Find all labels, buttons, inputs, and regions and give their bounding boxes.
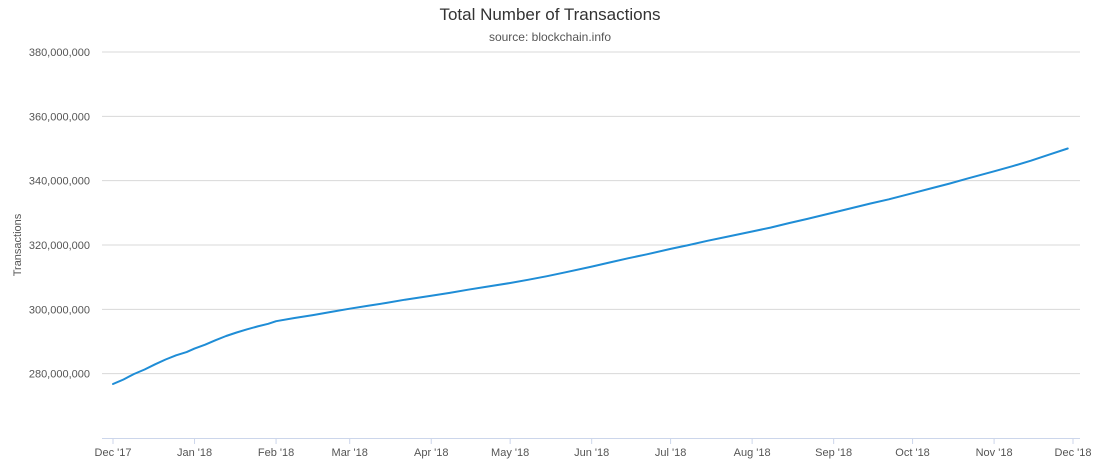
x-axis: Dec '17 Jan '18 Feb '18 Mar '18 Apr '18 May '… bbox=[95, 438, 1092, 459]
x-tick-label: Jun '18 bbox=[574, 447, 609, 459]
y-tick-label: 340,000,000 bbox=[29, 176, 90, 188]
y-tick-label: 380,000,000 bbox=[29, 47, 90, 59]
x-tick-label: Apr '18 bbox=[414, 447, 449, 459]
x-tick-label: Mar '18 bbox=[332, 447, 368, 459]
chart-title: Total Number of Transactions bbox=[439, 5, 661, 24]
x-tick-label: Dec '17 bbox=[95, 447, 132, 459]
y-axis-title: Transactions bbox=[12, 213, 24, 276]
series-layer bbox=[112, 147, 1069, 385]
y-tick-label: 280,000,000 bbox=[29, 369, 90, 381]
x-tick-label: Nov '18 bbox=[976, 447, 1013, 459]
y-axis-tick-labels: 280,000,000 300,000,000 320,000,000 340,000… bbox=[29, 47, 90, 381]
x-tick-label: Aug '18 bbox=[734, 447, 771, 459]
x-tick-label: May '18 bbox=[491, 447, 529, 459]
x-tick-label: Jan '18 bbox=[177, 447, 212, 459]
x-tick-label: Sep '18 bbox=[815, 447, 852, 459]
x-tick-label: Jul '18 bbox=[655, 447, 686, 459]
x-tick-label: Oct '18 bbox=[895, 447, 930, 459]
gridlines bbox=[102, 51, 1080, 375]
x-tick-label: Dec '18 bbox=[1055, 447, 1092, 459]
y-tick-label: 320,000,000 bbox=[29, 240, 90, 252]
chart-subtitle: source: blockchain.info bbox=[488, 30, 612, 44]
x-tick-label: Feb '18 bbox=[258, 447, 294, 459]
y-tick-label: 360,000,000 bbox=[29, 111, 90, 123]
series-line bbox=[112, 147, 1069, 385]
y-tick-label: 300,000,000 bbox=[29, 304, 90, 316]
